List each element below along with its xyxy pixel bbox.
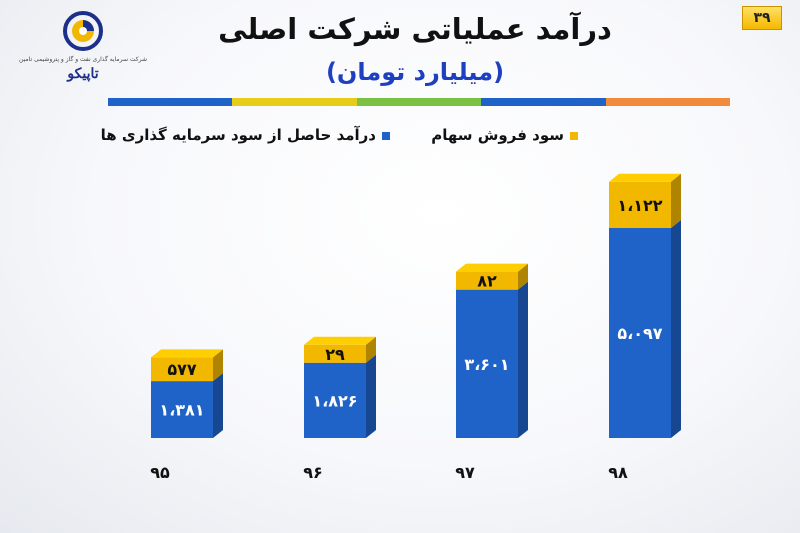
data-label-investment-0: ۱،۳۸۱ <box>159 401 204 420</box>
bar-investment-3 <box>609 228 671 438</box>
x-tick-label-2: ۹۷ <box>455 463 475 482</box>
data-label-stock-sale-1: ۲۹ <box>325 345 345 364</box>
legend-swatch-investment <box>382 131 390 140</box>
legend-item-investment: درآمد حاصل از سود سرمایه گذاری ها <box>101 126 390 144</box>
x-tick-label-0: ۹۵ <box>150 463 170 482</box>
bar-top-2 <box>456 263 528 272</box>
legend-label-investment: درآمد حاصل از سود سرمایه گذاری ها <box>100 126 376 144</box>
bar-stock-sale-1-side <box>366 336 376 363</box>
divider-segment <box>232 98 357 106</box>
bar-stock-sale-0-side <box>213 349 223 382</box>
divider-segment <box>108 98 233 106</box>
chart-subtitle: (میلیارد تومان) <box>325 58 505 86</box>
bar-investment-1-side <box>366 354 376 438</box>
legend-label-stock-sale: سود فروش سهام <box>431 126 564 144</box>
page-number: ۳۹ <box>742 6 782 30</box>
legend-item-stock-sale: سود فروش سهام <box>431 126 578 144</box>
divider-segment <box>481 98 606 106</box>
x-tick-label-3: ۹۸ <box>608 463 628 482</box>
company-logo: شرکت سرمایه گذاری نفت و گاز و پتروشیمی ت… <box>8 6 158 90</box>
bar-stock-sale-1 <box>304 344 366 363</box>
bar-stock-sale-2-side <box>518 263 528 290</box>
bar-investment-0-side <box>213 373 223 438</box>
title-divider <box>108 98 731 106</box>
data-label-stock-sale-3: ۱،۱۲۲ <box>617 196 662 215</box>
chart-title: درآمد عملیاتی شرکت اصلی <box>218 12 612 46</box>
data-label-investment-3: ۵،۰۹۷ <box>617 324 662 343</box>
bar-top-1 <box>304 336 376 345</box>
logo-subtitle: شرکت سرمایه گذاری نفت و گاز و پتروشیمی ت… <box>19 56 147 63</box>
legend-swatch-stock-sale <box>570 131 578 140</box>
bar-top-3 <box>609 173 681 182</box>
bar-investment-2-side <box>518 281 528 438</box>
chart-legend: سود فروش سهام درآمد حاصل از سود سرمایه گ… <box>0 126 800 148</box>
logo-name: تاپیکو <box>67 66 99 82</box>
bar-stock-sale-0 <box>151 357 213 382</box>
divider-segment <box>605 98 731 106</box>
logo-emblem-icon <box>63 11 103 51</box>
data-label-investment-2: ۳،۶۰۱ <box>464 355 509 374</box>
x-tick-label-1: ۹۶ <box>303 463 323 482</box>
bar-top-0 <box>151 349 223 358</box>
bar-investment-0 <box>151 381 213 438</box>
data-label-investment-1: ۱،۸۲۶ <box>312 391 357 410</box>
bar-investment-1 <box>304 362 366 438</box>
bar-investment-3-side <box>671 220 681 438</box>
data-label-stock-sale-2: ۸۲ <box>477 272 497 291</box>
bar-stock-sale-2 <box>456 271 518 290</box>
divider-segment <box>356 98 482 106</box>
bar-stock-sale-3-side <box>671 173 681 229</box>
bar-investment-2 <box>456 289 518 438</box>
bar-stock-sale-3 <box>609 181 671 229</box>
data-label-stock-sale-0: ۵۷۷ <box>167 360 197 379</box>
